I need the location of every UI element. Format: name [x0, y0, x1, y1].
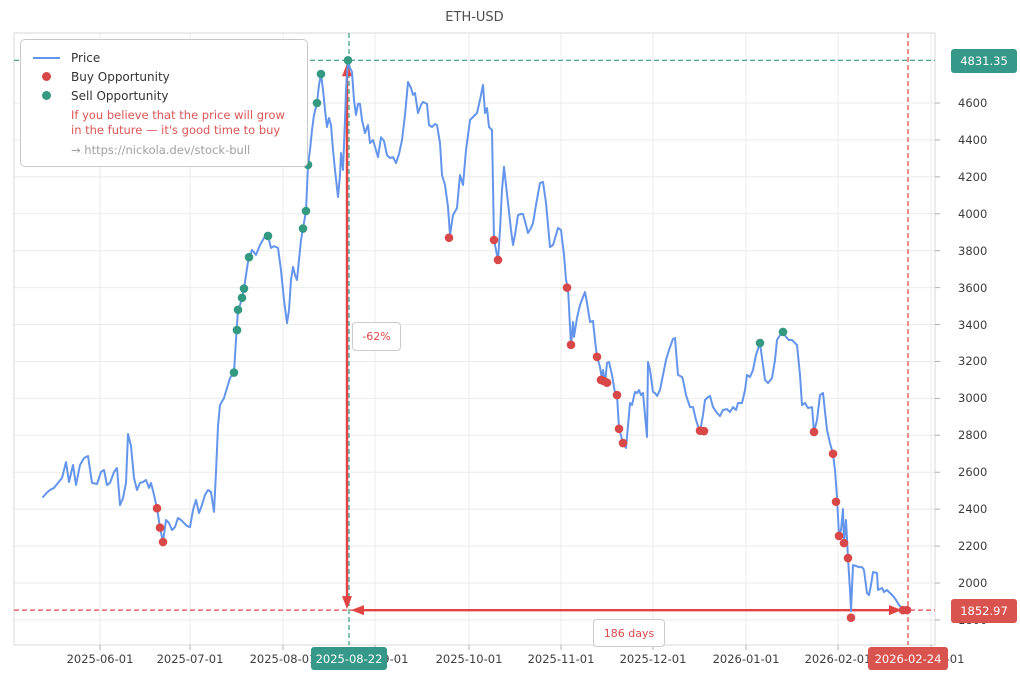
sell-point	[239, 284, 249, 293]
drop-arrow-head-down	[342, 596, 352, 610]
legend-item-label: Price	[71, 50, 101, 65]
buy-point	[839, 538, 849, 548]
price-line	[42, 59, 906, 613]
legend-item-sell: Sell Opportunity	[29, 86, 297, 105]
buy-point	[602, 378, 612, 387]
buy-price-badge: 1852.97	[951, 599, 1017, 623]
legend-item-price: Price	[29, 48, 297, 67]
y-tick-label: 3600	[958, 280, 988, 295]
buy-point	[809, 427, 819, 437]
buy-point	[612, 390, 622, 400]
sell-point	[316, 69, 326, 79]
y-tick-label: 2200	[958, 539, 988, 554]
y-tick-label: 4000	[958, 206, 988, 221]
sell-point	[301, 206, 311, 216]
legend: Price Buy Opportunity Sell Opportunity I…	[20, 39, 308, 167]
buy-point	[614, 424, 624, 434]
y-tick-label: 3200	[958, 354, 988, 369]
duration-arrow-head-left	[351, 605, 364, 616]
legend-note-line2: in the future — it's good time to buy	[71, 123, 281, 137]
chart-title: ETH-USD	[445, 10, 504, 25]
y-tick-label: 4200	[958, 169, 988, 184]
buy-point	[699, 426, 709, 436]
x-tick-label: 2026-01-01	[712, 652, 780, 666]
sell-point	[244, 252, 254, 262]
y-tick-label: 2600	[958, 465, 988, 480]
legend-item-label: Sell Opportunity	[71, 88, 169, 103]
sell-point	[263, 231, 273, 241]
sell-point	[229, 368, 239, 377]
drop-percentage-label: -62%	[352, 322, 401, 351]
y-tick-label: 3400	[958, 317, 988, 332]
sell-date-badge: 2025-08-22	[311, 647, 387, 670]
plot-border	[13, 32, 936, 646]
y-tick-label: 4400	[958, 132, 988, 147]
x-tick-label: 2025-08-01	[249, 652, 317, 666]
buy-point	[444, 233, 454, 243]
y-tick-label: 2800	[958, 428, 988, 443]
y-tick-label: 3000	[958, 391, 988, 406]
sell-point	[778, 327, 788, 337]
buy-point	[562, 283, 572, 292]
y-tick-label: 3800	[958, 243, 988, 258]
legend-item-buy: Buy Opportunity	[29, 67, 297, 86]
buy-point	[843, 553, 853, 563]
buy-point	[155, 523, 165, 532]
y-tick-label: 4600	[958, 96, 988, 110]
x-tick-label: 2025-07-01	[156, 652, 224, 666]
legend-link-url: → https://nickola.dev/stock-bull	[71, 143, 251, 157]
duration-label: 186 days	[593, 619, 665, 647]
x-tick-label: 2025-06-01	[66, 652, 134, 666]
legend-note: If you believe that the price will grow …	[71, 108, 297, 138]
sell-price-badge: 4831.35	[951, 49, 1017, 73]
sell-point	[233, 305, 243, 315]
sell-dot-swatch	[29, 91, 63, 100]
x-tick-label: 2025-12-01	[619, 652, 687, 666]
x-tick-label: 2025-10-01	[435, 652, 503, 666]
sell-point	[312, 98, 322, 108]
buy-point	[618, 438, 628, 448]
sell-point	[232, 325, 242, 335]
sell-point	[343, 55, 353, 65]
y-tick-label: 2000	[958, 576, 988, 590]
x-tick-label: 2026-02-01	[804, 652, 872, 666]
legend-item-label: Buy Opportunity	[71, 69, 170, 84]
sell-point	[298, 224, 308, 233]
buy-point	[834, 531, 844, 541]
buy-date-badge: 2026-02-24	[868, 647, 948, 670]
legend-note-line1: If you believe that the price will grow	[71, 108, 285, 122]
sell-point	[237, 293, 247, 303]
buy-point	[152, 503, 162, 513]
price-line-swatch	[29, 56, 63, 59]
x-tick-label: 2025-11-01	[527, 652, 595, 666]
buy-point	[493, 255, 503, 265]
buy-point	[566, 340, 576, 350]
duration-arrow-head-right	[889, 605, 902, 616]
buy-point	[828, 449, 838, 459]
buy-point	[846, 613, 856, 623]
buy-point	[592, 352, 602, 362]
buy-point	[902, 605, 912, 615]
sell-point	[755, 338, 765, 348]
buy-point	[489, 235, 499, 245]
buy-point	[158, 537, 168, 547]
y-tick-label: 2400	[958, 502, 988, 517]
buy-dot-swatch	[29, 72, 63, 81]
buy-point	[831, 497, 841, 507]
